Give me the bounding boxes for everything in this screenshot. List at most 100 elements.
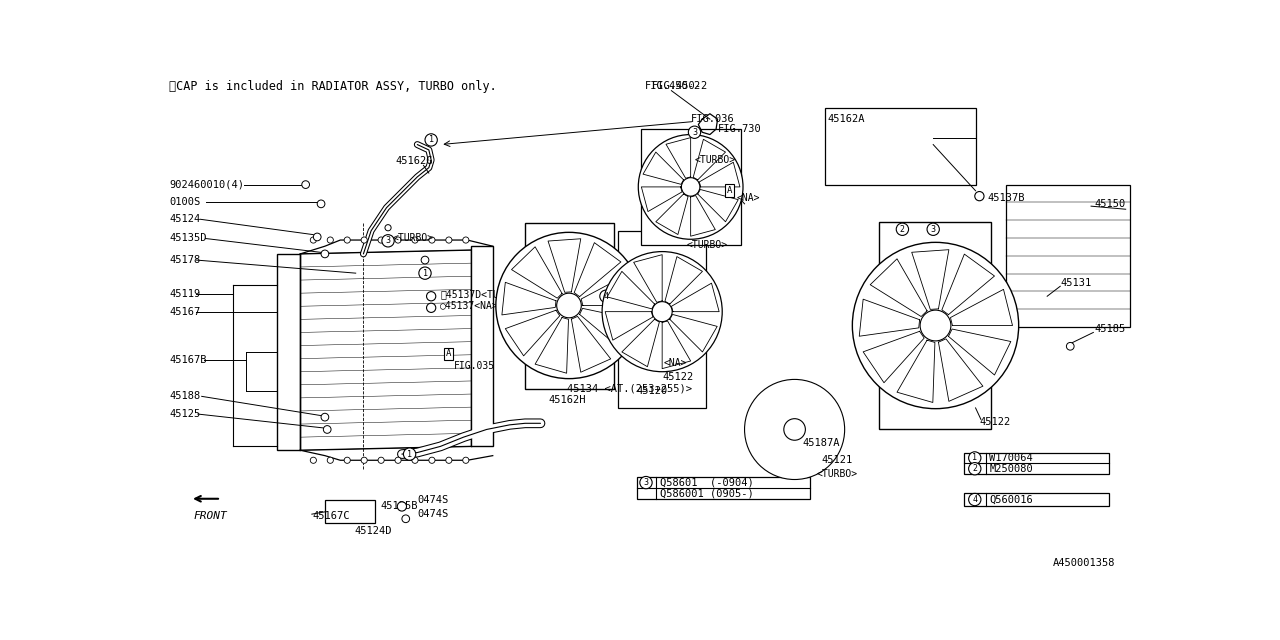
Text: FIG.035: FIG.035 — [454, 360, 495, 371]
Bar — [525, 223, 613, 388]
Circle shape — [419, 267, 431, 279]
Bar — [826, 108, 975, 184]
Text: 45122: 45122 — [979, 417, 1011, 427]
Bar — [879, 221, 991, 429]
Circle shape — [328, 237, 333, 243]
Circle shape — [429, 237, 435, 243]
Circle shape — [397, 502, 407, 511]
Text: 0474S: 0474S — [417, 495, 448, 506]
Bar — [278, 254, 301, 451]
Text: W170064: W170064 — [989, 453, 1033, 463]
Text: Q586001 (0905-): Q586001 (0905-) — [660, 488, 754, 499]
Text: A: A — [445, 349, 451, 358]
Circle shape — [896, 223, 909, 236]
Circle shape — [385, 225, 392, 231]
Text: 45124D: 45124D — [355, 526, 392, 536]
Text: 45185: 45185 — [1094, 324, 1126, 334]
Text: A450001358: A450001358 — [1052, 559, 1115, 568]
Text: 4: 4 — [973, 495, 978, 504]
Text: FIG.730: FIG.730 — [718, 124, 762, 134]
Circle shape — [445, 237, 452, 243]
Text: 2: 2 — [973, 464, 978, 473]
Bar — [1006, 184, 1129, 327]
Text: 45162H: 45162H — [548, 395, 586, 405]
Text: ○45137<NA>: ○45137<NA> — [440, 301, 499, 310]
Circle shape — [463, 457, 468, 463]
Text: 45124: 45124 — [169, 214, 201, 224]
Text: 45167B: 45167B — [169, 355, 207, 365]
Text: 45131: 45131 — [1060, 278, 1092, 288]
Circle shape — [429, 457, 435, 463]
Circle shape — [689, 126, 700, 138]
Text: 45134 <AT.(253+255)>: 45134 <AT.(253+255)> — [567, 383, 692, 394]
Text: 45162A: 45162A — [827, 114, 864, 124]
Text: 1: 1 — [422, 269, 428, 278]
Text: Q560016: Q560016 — [989, 495, 1033, 504]
Circle shape — [920, 310, 951, 341]
Circle shape — [425, 134, 438, 146]
Circle shape — [745, 380, 845, 479]
Text: 45125: 45125 — [169, 409, 201, 419]
Circle shape — [640, 476, 652, 489]
Circle shape — [344, 457, 351, 463]
Text: ※CAP is included in RADIATOR ASSY, TURBO only.: ※CAP is included in RADIATOR ASSY, TURBO… — [169, 79, 497, 93]
Circle shape — [321, 413, 329, 421]
Text: 45135D: 45135D — [169, 234, 207, 243]
Text: 1: 1 — [407, 449, 412, 459]
Circle shape — [652, 301, 672, 322]
Circle shape — [600, 290, 612, 303]
Circle shape — [681, 178, 700, 196]
Text: 45187A: 45187A — [803, 438, 840, 447]
Text: 4: 4 — [603, 292, 608, 301]
Text: FIG.036: FIG.036 — [691, 114, 735, 124]
Circle shape — [426, 303, 435, 312]
Text: 0100S: 0100S — [169, 196, 201, 207]
Circle shape — [396, 457, 401, 463]
Circle shape — [403, 448, 416, 460]
Circle shape — [445, 457, 452, 463]
Circle shape — [421, 256, 429, 264]
Circle shape — [602, 252, 722, 372]
Circle shape — [463, 237, 468, 243]
Circle shape — [412, 457, 419, 463]
Text: 45150: 45150 — [1094, 199, 1126, 209]
Circle shape — [328, 457, 333, 463]
Text: 1: 1 — [973, 454, 978, 463]
Circle shape — [302, 180, 310, 188]
Circle shape — [378, 457, 384, 463]
Text: <TURBO>: <TURBO> — [393, 234, 434, 243]
Text: FIG.450-2: FIG.450-2 — [644, 81, 700, 91]
Circle shape — [412, 237, 419, 243]
Circle shape — [402, 515, 410, 523]
Circle shape — [324, 426, 332, 433]
Circle shape — [344, 237, 351, 243]
Text: 0474S: 0474S — [417, 509, 448, 519]
Circle shape — [852, 243, 1019, 409]
Text: ※45137D<TURBO>: ※45137D<TURBO> — [440, 289, 522, 299]
Circle shape — [426, 292, 435, 301]
Circle shape — [317, 200, 325, 208]
Text: 45178: 45178 — [169, 255, 201, 265]
Circle shape — [378, 237, 384, 243]
Text: FIG.450-2: FIG.450-2 — [652, 81, 708, 91]
Circle shape — [557, 293, 581, 318]
Text: 1: 1 — [429, 136, 434, 145]
Bar — [964, 452, 1108, 474]
Text: 902460010(4): 902460010(4) — [169, 180, 244, 189]
Circle shape — [639, 134, 742, 239]
Circle shape — [969, 452, 980, 464]
Text: <TURBO>: <TURBO> — [817, 469, 858, 479]
Text: Q58601  (-0904): Q58601 (-0904) — [660, 477, 754, 488]
Bar — [325, 500, 375, 524]
Text: M250080: M250080 — [989, 464, 1033, 474]
Circle shape — [396, 237, 401, 243]
Text: 45137B: 45137B — [987, 193, 1024, 204]
Circle shape — [927, 223, 940, 236]
Bar — [636, 477, 810, 499]
Circle shape — [314, 233, 321, 241]
Text: 3: 3 — [644, 478, 649, 487]
Text: <TURBO>: <TURBO> — [695, 155, 736, 165]
Text: 45122: 45122 — [662, 372, 694, 382]
Circle shape — [361, 457, 367, 463]
Text: A: A — [727, 186, 732, 195]
